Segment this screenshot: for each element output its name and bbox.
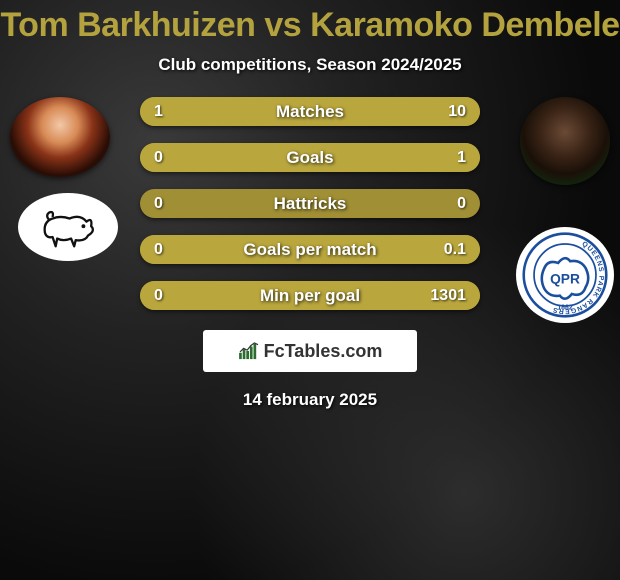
stat-bar: 00.1Goals per match bbox=[140, 235, 480, 264]
player-right-avatar-image bbox=[520, 97, 610, 185]
svg-text:QPR: QPR bbox=[550, 272, 580, 287]
brand-logo: FcTables.com bbox=[203, 330, 417, 372]
stat-label: Goals bbox=[140, 143, 480, 172]
svg-text:1882: 1882 bbox=[557, 304, 572, 311]
derby-ram-icon bbox=[28, 200, 108, 254]
stat-label: Min per goal bbox=[140, 281, 480, 310]
stat-bar: 00Hattricks bbox=[140, 189, 480, 218]
player-left-avatar bbox=[10, 97, 110, 177]
subtitle: Club competitions, Season 2024/2025 bbox=[158, 55, 461, 75]
brand-text: FcTables.com bbox=[264, 341, 383, 362]
stat-bars: 110Matches 01Goals 00Hattricks 00.1Goals pe… bbox=[140, 97, 480, 310]
club-left-crest bbox=[18, 193, 118, 261]
stat-bar: 110Matches bbox=[140, 97, 480, 126]
stat-label: Matches bbox=[140, 97, 480, 126]
stat-bar: 01301Min per goal bbox=[140, 281, 480, 310]
stat-label: Goals per match bbox=[140, 235, 480, 264]
player-right-avatar bbox=[520, 97, 610, 185]
club-right-crest: QUEENS PARK RANGERS QPR 1882 bbox=[516, 227, 614, 323]
page-title: Tom Barkhuizen vs Karamoko Dembele bbox=[0, 6, 619, 45]
infographic: Tom Barkhuizen vs Karamoko Dembele Club … bbox=[0, 0, 620, 580]
qpr-crest-icon: QUEENS PARK RANGERS QPR 1882 bbox=[522, 232, 608, 318]
stat-label: Hattricks bbox=[140, 189, 480, 218]
comparison-area: QUEENS PARK RANGERS QPR 1882 110Matches0… bbox=[0, 97, 620, 310]
stat-bar: 01Goals bbox=[140, 143, 480, 172]
player-left-avatar-image bbox=[10, 97, 110, 177]
bar-chart-icon bbox=[238, 342, 260, 360]
date-text: 14 february 2025 bbox=[243, 390, 377, 410]
